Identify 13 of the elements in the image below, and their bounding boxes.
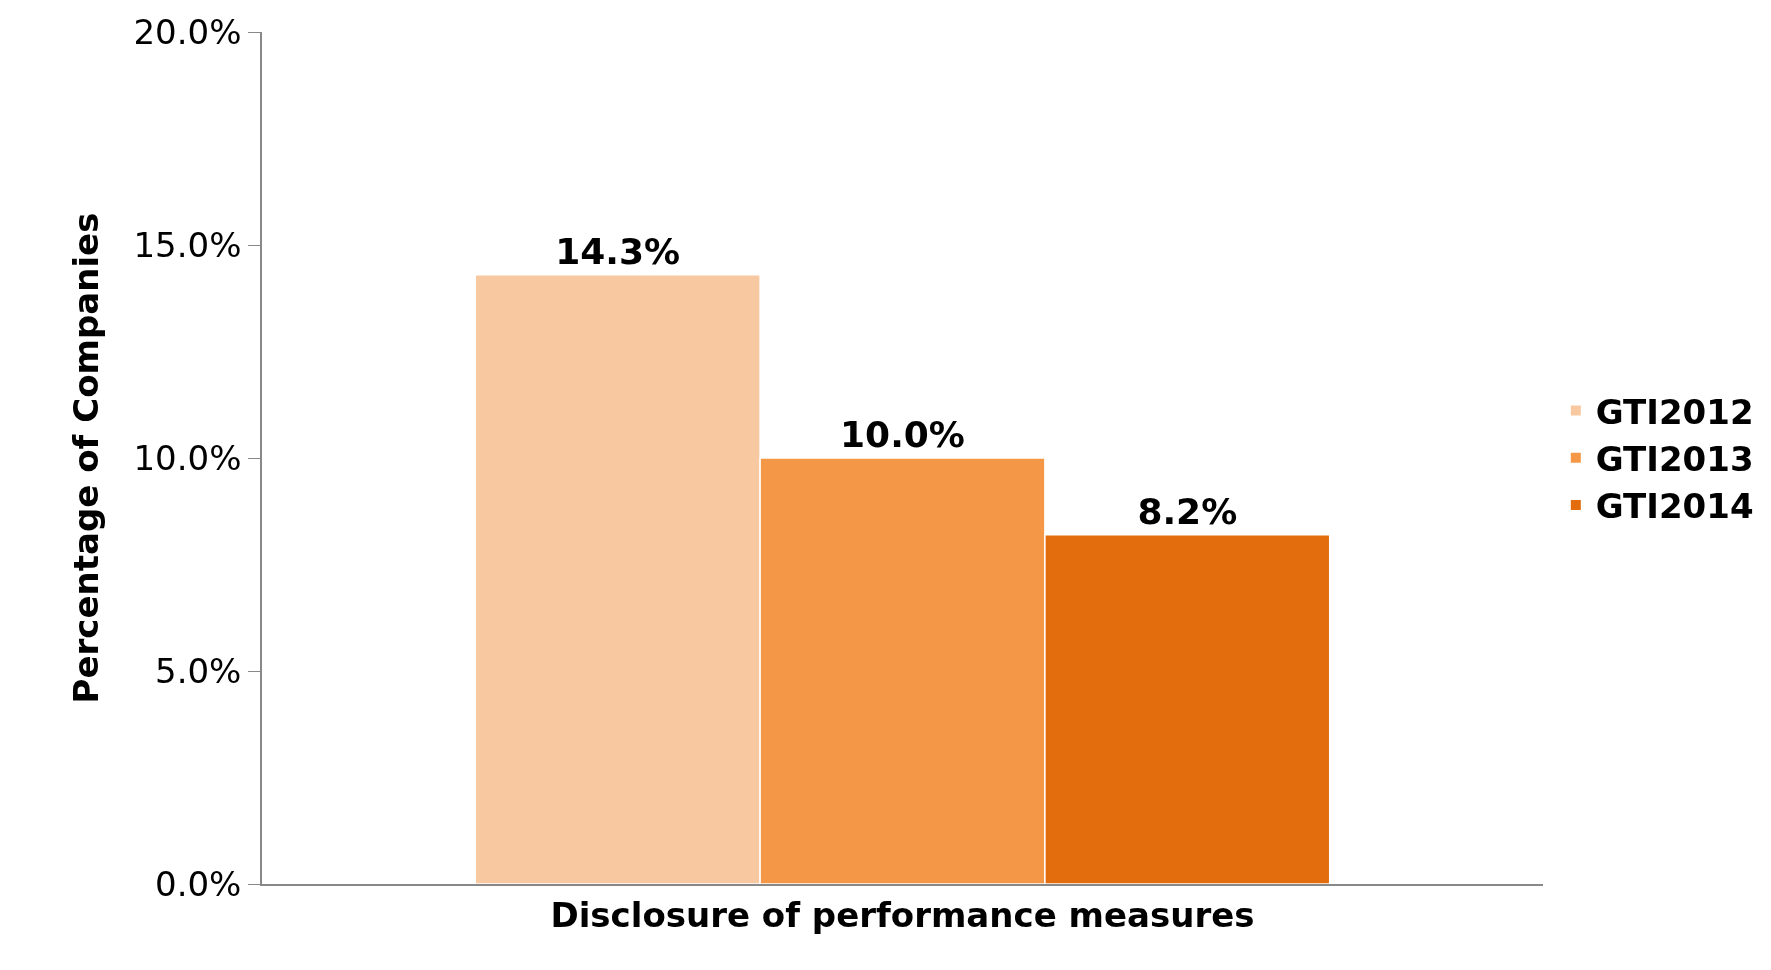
y-tick-label: 20.0% xyxy=(133,11,242,52)
x-tick-label: Disclosure of performance measures xyxy=(550,894,1255,935)
legend-label: GTI2013 xyxy=(1595,439,1754,480)
y-axis-title: Percentage of Companies xyxy=(65,212,106,704)
y-tick-label: 15.0% xyxy=(133,224,242,265)
y-tick-label: 5.0% xyxy=(155,650,242,691)
data-label: 8.2% xyxy=(1137,490,1238,532)
legend-label: GTI2012 xyxy=(1595,391,1754,432)
data-label: 10.0% xyxy=(840,414,965,455)
y-tick-label: 0.0% xyxy=(155,863,242,904)
legend-label: GTI2014 xyxy=(1595,486,1754,527)
y-tick-label: 10.0% xyxy=(133,437,242,478)
data-label: 14.3% xyxy=(555,230,681,272)
